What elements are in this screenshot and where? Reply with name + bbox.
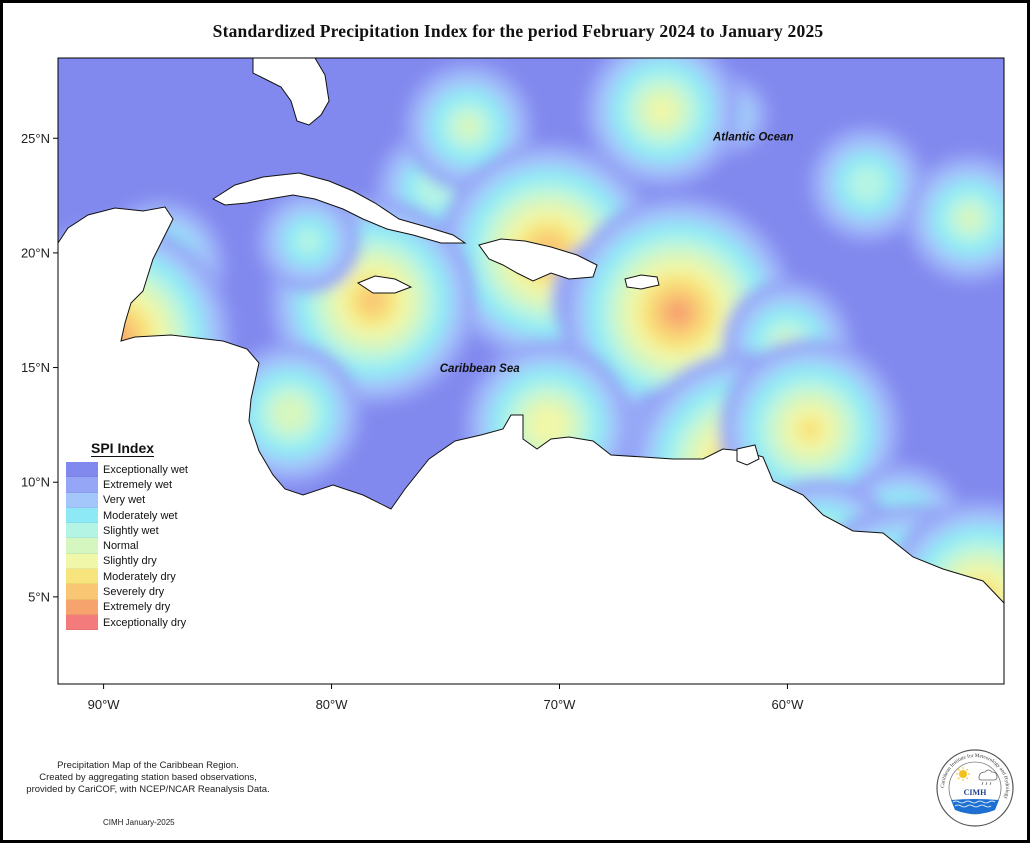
lat-tick-label: 25°N bbox=[21, 131, 50, 146]
spi-map[interactable]: 25°N 20°N 15°N 10°N 5°N 90°W 80°W 70°W 60°W Atl… bbox=[3, 3, 1027, 840]
legend-label: Moderately dry bbox=[103, 570, 176, 583]
lat-tick-label: 10°N bbox=[21, 475, 50, 490]
latitude-axis: 25°N 20°N 15°N 10°N 5°N bbox=[21, 131, 58, 604]
land-florida bbox=[252, 58, 330, 126]
credit-line-2: Created by aggregating station based obs… bbox=[39, 772, 257, 783]
cimh-logo: Caribbean Institute for Meteorology and … bbox=[936, 749, 1014, 827]
legend-swatch bbox=[66, 538, 98, 554]
legend-swatch bbox=[66, 599, 98, 615]
legend-label: Normal bbox=[103, 540, 139, 553]
legend-swatch bbox=[66, 507, 98, 524]
legend-swatch bbox=[66, 477, 98, 493]
spi-contour-15-4 bbox=[295, 228, 322, 255]
legend-swatch bbox=[66, 569, 98, 585]
spi-contour-0-4 bbox=[847, 164, 887, 204]
lon-tick-label: 80°W bbox=[316, 697, 349, 712]
plot-border bbox=[57, 57, 1005, 685]
logo-text: CIMH bbox=[964, 788, 987, 797]
legend-item: Moderately wet bbox=[66, 507, 216, 524]
legend-label: Exceptionally dry bbox=[103, 616, 187, 629]
credit-line-3: provided by CariCOF, with NCEP/NCAR Rean… bbox=[26, 784, 270, 795]
legend-item: Severely dry bbox=[66, 584, 216, 600]
legend-label: Extremely dry bbox=[103, 601, 171, 614]
ocean-label: Caribbean Sea bbox=[440, 363, 520, 375]
legend-item: Slightly dry bbox=[66, 553, 216, 570]
land-trinidad bbox=[736, 444, 760, 466]
lat-tick-label: 20°N bbox=[21, 245, 50, 260]
waves-icon bbox=[951, 799, 999, 814]
legend-item: Slightly wet bbox=[66, 523, 216, 539]
legend-swatch bbox=[66, 462, 98, 478]
legend-swatch bbox=[66, 492, 98, 508]
lon-tick-label: 90°W bbox=[88, 697, 121, 712]
land-layer bbox=[58, 58, 1004, 684]
spi-contour-3-6 bbox=[649, 97, 676, 124]
land-cuba bbox=[211, 172, 467, 244]
land-puerto-rico bbox=[624, 274, 660, 290]
land-jamaica bbox=[356, 275, 413, 294]
credit-line-1: Precipitation Map of the Caribbean Regio… bbox=[57, 760, 239, 771]
legend-item: Extremely wet bbox=[66, 477, 216, 493]
lon-tick-label: 70°W bbox=[544, 697, 577, 712]
longitude-axis: 90°W 80°W 70°W 60°W bbox=[88, 684, 804, 712]
legend-label: Extremely wet bbox=[103, 478, 173, 491]
date-note: CIMH January-2025 bbox=[103, 818, 175, 827]
sun-icon bbox=[956, 767, 970, 781]
spi-contour-16-6 bbox=[528, 405, 568, 445]
cloud-icon bbox=[978, 769, 998, 786]
legend-swatch bbox=[66, 584, 98, 600]
lon-tick-label: 60°W bbox=[771, 697, 804, 712]
legend-items: Exceptionally wet Extremely wet Very wet Mo… bbox=[66, 462, 216, 631]
legend-label: Exceptionally wet bbox=[103, 463, 188, 476]
lat-tick-label: 5°N bbox=[28, 589, 50, 604]
legend-label: Severely dry bbox=[103, 586, 165, 599]
legend-label: Moderately wet bbox=[103, 509, 178, 522]
ocean-label: Atlantic Ocean bbox=[712, 132, 794, 144]
spi-contour-8-9 bbox=[665, 299, 691, 326]
lat-tick-label: 15°N bbox=[21, 360, 50, 375]
land-central-america bbox=[58, 206, 1004, 684]
legend-item: Exceptionally dry bbox=[66, 614, 216, 631]
ocean-labels: Atlantic Ocean Caribbean Sea bbox=[440, 132, 794, 376]
land-hispaniola bbox=[478, 238, 598, 282]
credit-text: Precipitation Map of the Caribbean Regio… bbox=[3, 760, 293, 796]
legend-item: Normal bbox=[66, 538, 216, 554]
legend-title: SPI Index bbox=[91, 440, 155, 456]
legend-swatch bbox=[66, 523, 98, 539]
map-title: Standardized Precipitation Index for the… bbox=[212, 21, 824, 41]
legend-item: Extremely dry bbox=[66, 599, 216, 615]
spi-contour-11-5 bbox=[271, 393, 310, 433]
spi-contour-10-8 bbox=[359, 288, 386, 315]
spi-legend: SPI Index Exceptionally wet Extremely wet… bbox=[66, 440, 216, 631]
legend-item: Very wet bbox=[66, 492, 216, 508]
spi-contour-19-7 bbox=[797, 416, 824, 443]
spi-contour-1-5 bbox=[956, 205, 983, 232]
legend-label: Slightly wet bbox=[103, 524, 159, 537]
legend-swatch bbox=[66, 614, 98, 631]
legend-item: Exceptionally wet bbox=[66, 462, 216, 478]
legend-swatch bbox=[66, 553, 98, 570]
legend-label: Slightly dry bbox=[103, 555, 157, 568]
legend-item: Moderately dry bbox=[66, 569, 216, 585]
spi-contour-5-5 bbox=[455, 113, 482, 140]
legend-label: Very wet bbox=[103, 494, 146, 507]
